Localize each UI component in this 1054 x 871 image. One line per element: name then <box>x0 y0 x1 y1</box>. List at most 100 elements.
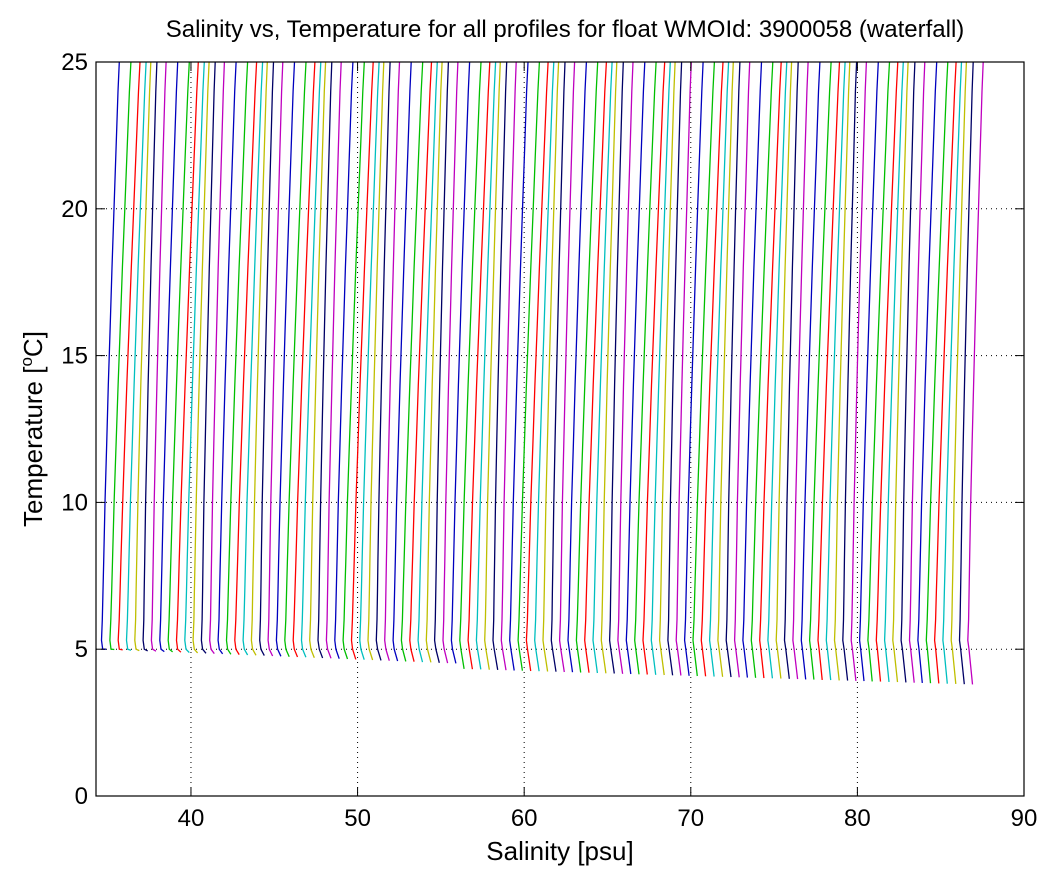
y-axis-label: Temperature [oC] <box>17 331 48 527</box>
profile-line <box>717 61 734 677</box>
profile-line <box>492 61 508 671</box>
profile-line <box>650 61 671 675</box>
x-tick-label: 40 <box>178 805 205 832</box>
profile-line <box>384 61 401 661</box>
profile-line <box>367 61 385 661</box>
profile-line <box>475 61 497 670</box>
profile-line <box>950 61 968 684</box>
profile-line <box>417 61 438 663</box>
profile-line <box>759 61 782 679</box>
profile-line <box>767 61 788 679</box>
profile-line <box>400 61 424 662</box>
profile-line <box>234 61 258 655</box>
plot-frame <box>95 61 1025 797</box>
profile-line <box>933 61 957 684</box>
profile-line <box>392 61 412 662</box>
profile-line <box>675 61 692 676</box>
profile-line <box>117 61 141 651</box>
profile-line <box>342 61 365 660</box>
profile-line <box>159 61 179 653</box>
profile-line <box>425 61 443 663</box>
profile-line <box>833 61 851 681</box>
profile-line <box>267 61 284 657</box>
profile-line <box>808 61 832 680</box>
profile-line <box>450 61 471 664</box>
profile-line <box>550 61 566 672</box>
profile-line <box>142 61 158 652</box>
profile-line <box>284 61 307 657</box>
profile-line <box>375 61 391 661</box>
profile-line <box>867 61 891 682</box>
y-tick-label: 10 <box>61 489 88 516</box>
profile-line <box>925 61 949 684</box>
profile-line <box>542 61 560 672</box>
profile-line <box>200 61 216 654</box>
profile-line <box>617 61 634 674</box>
profile-line <box>725 61 741 678</box>
x-tick-label: 70 <box>677 805 704 832</box>
profile-line <box>642 61 666 675</box>
x-tick-label: 80 <box>844 805 871 832</box>
profile-line <box>184 61 205 654</box>
profile-line <box>967 61 984 685</box>
profile-line <box>317 61 333 659</box>
profile-line <box>783 61 799 679</box>
profile-line <box>908 61 926 683</box>
profile-line <box>575 61 599 673</box>
profile-line <box>217 61 237 655</box>
profile-line <box>750 61 774 678</box>
x-tick-label: 60 <box>511 805 538 832</box>
profile-line <box>558 61 576 673</box>
profile-line <box>150 61 167 652</box>
profile-line <box>292 61 316 658</box>
profile-line <box>942 61 963 684</box>
profile-line <box>359 61 380 660</box>
profile-line <box>742 61 763 678</box>
y-tick-label: 5 <box>75 636 88 663</box>
y-tick-label: 25 <box>61 49 88 76</box>
profile-series <box>100 61 984 685</box>
profile-line <box>109 61 132 651</box>
profile-line <box>850 61 868 681</box>
profile-line <box>484 61 501 670</box>
profile-line <box>225 61 249 655</box>
profile-line <box>825 61 846 681</box>
profile-line <box>692 61 716 677</box>
profile-line <box>192 61 210 654</box>
profile-line <box>517 61 541 671</box>
profile-line <box>792 61 809 680</box>
profile-line <box>459 61 482 670</box>
profile-line <box>625 61 646 675</box>
profile-line <box>875 61 899 682</box>
y-axis-label-main: Temperature [ <box>18 366 48 527</box>
profile-line <box>209 61 226 654</box>
y-axis-label-tail: C] <box>18 331 48 357</box>
profile-line <box>608 61 624 674</box>
profile-line <box>500 61 517 671</box>
profile-line <box>125 61 147 651</box>
profile-line <box>700 61 724 677</box>
y-axis-label-superscript: o <box>17 357 36 366</box>
y-tick-label: 20 <box>61 196 88 223</box>
profile-line <box>534 61 555 672</box>
profile-line <box>883 61 904 682</box>
profile-line <box>900 61 916 683</box>
profile-line <box>775 61 793 679</box>
profile-line <box>842 61 858 681</box>
profile-line <box>134 61 152 652</box>
x-tick-label: 90 <box>1011 805 1038 832</box>
chart-title: Salinity vs, Temperature for all profile… <box>166 16 965 43</box>
y-tick-label: 0 <box>75 783 88 810</box>
x-tick-label: 50 <box>344 805 371 832</box>
profile-line <box>584 61 608 673</box>
profile-line <box>259 61 275 656</box>
profile-line <box>600 61 618 674</box>
profile-line <box>858 61 879 682</box>
x-axis-label: Salinity [psu] <box>486 836 633 866</box>
profile-line <box>917 61 938 683</box>
axis-ticks: 40 50 60 70 80 90 0 5 10 15 20 25 <box>61 49 1037 832</box>
y-tick-label: 15 <box>61 343 88 370</box>
profile-line <box>658 61 676 676</box>
